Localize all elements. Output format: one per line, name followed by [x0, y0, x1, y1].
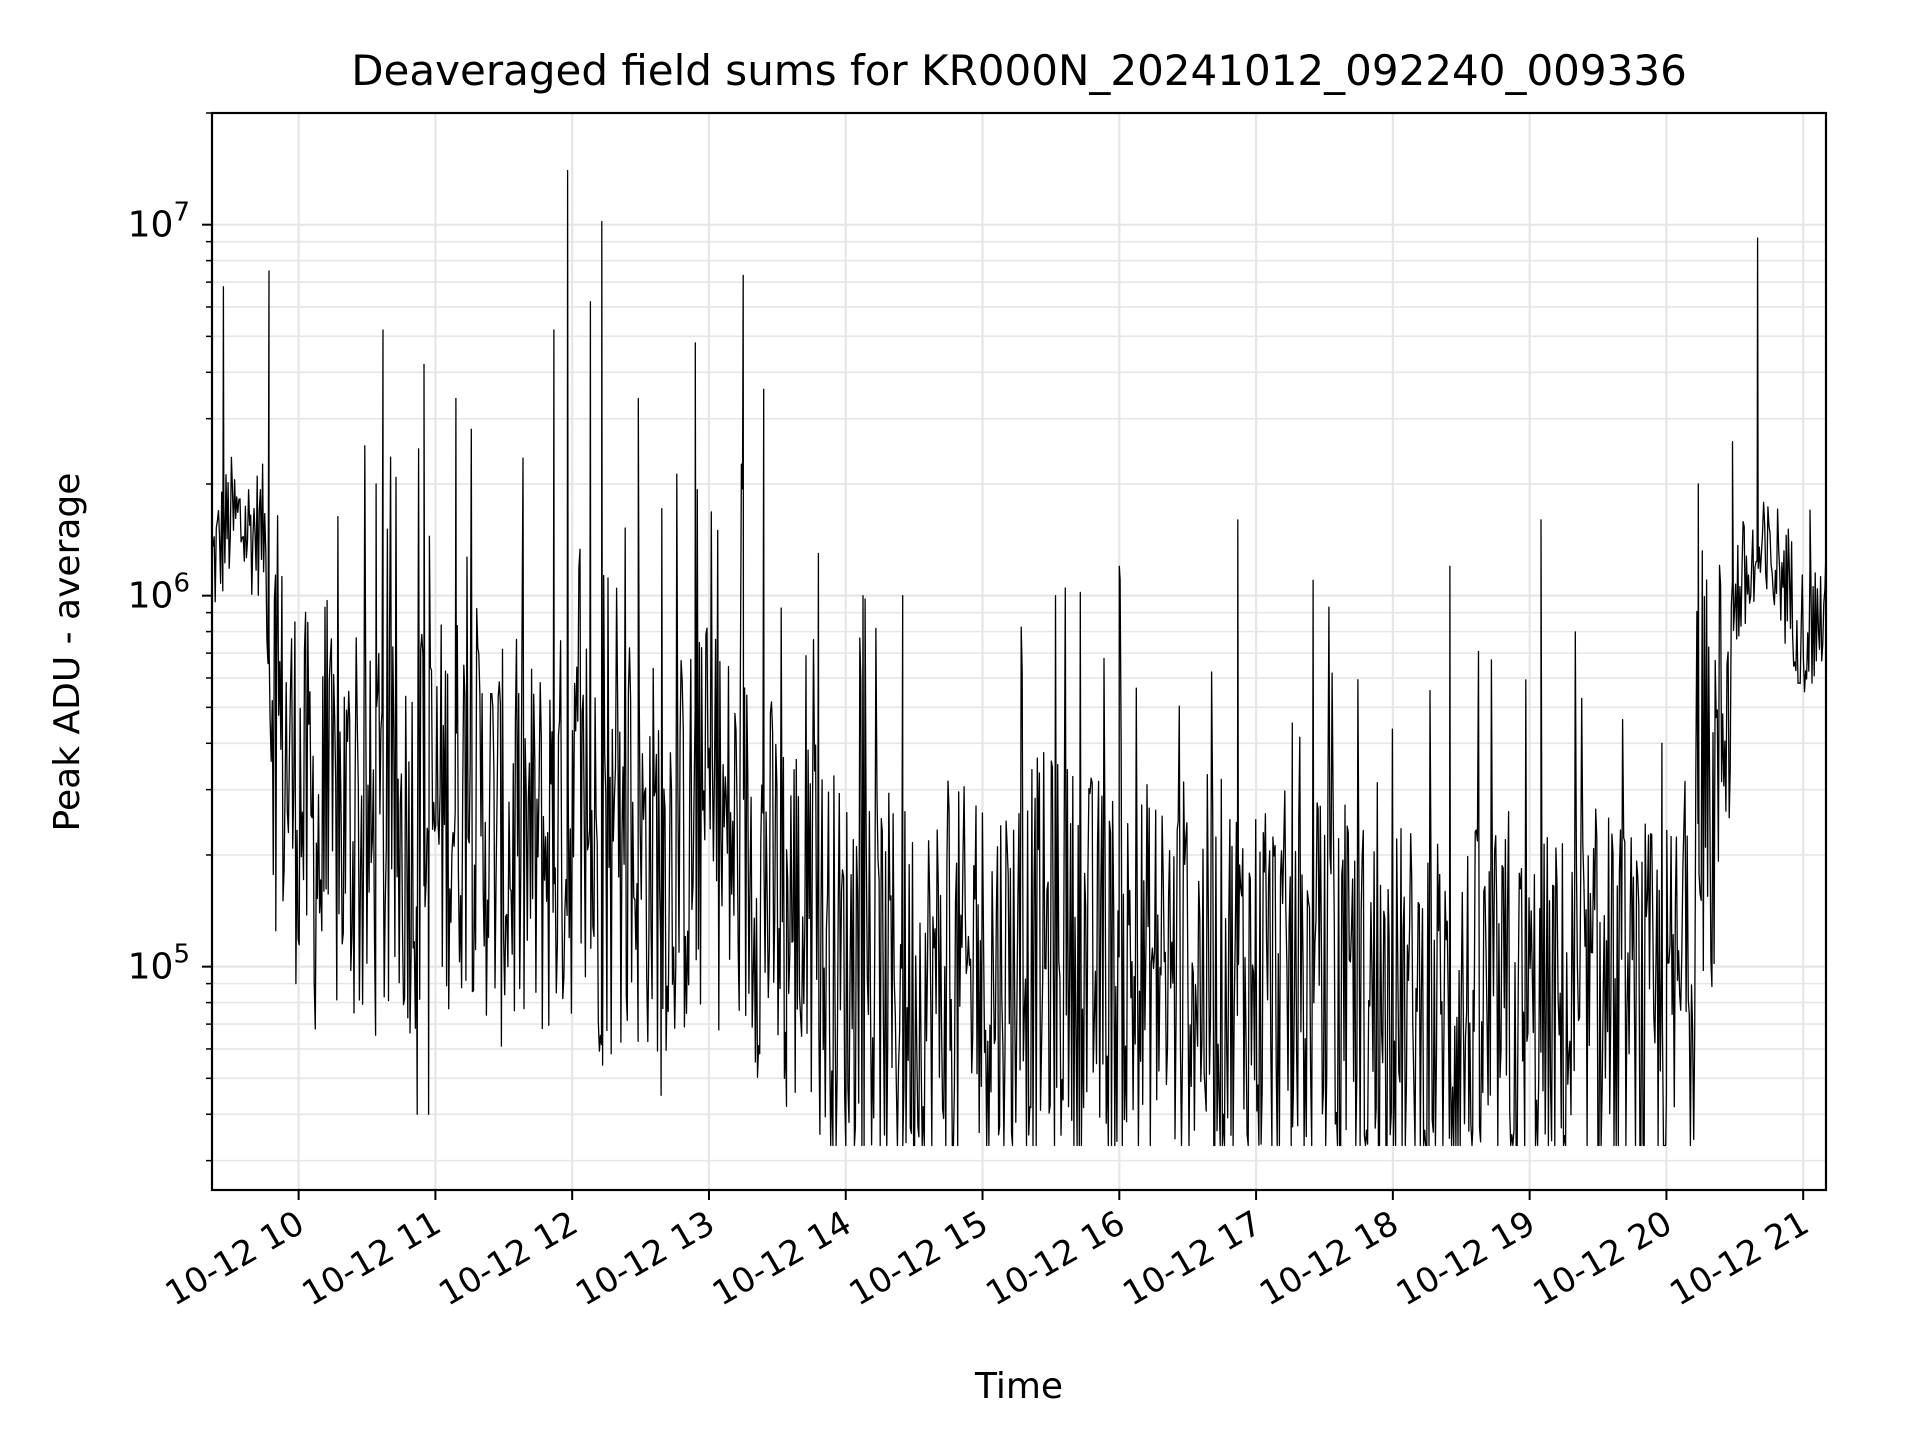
y-ticks: 105 106 107: [128, 112, 212, 1162]
y-tick-label: 106: [128, 569, 190, 617]
x-axis-label: Time: [974, 1366, 1063, 1407]
y-tick-label: 107: [128, 198, 190, 246]
series-path: [211, 169, 1827, 1147]
plot-frame: [210, 111, 1828, 1192]
y-tick-label: 105: [128, 940, 190, 988]
y-axis-label: Peak ADU - average: [47, 473, 88, 832]
series-line: [211, 169, 1827, 1147]
chart-title: Deaveraged field sums for KR000N_2024101…: [351, 46, 1687, 95]
